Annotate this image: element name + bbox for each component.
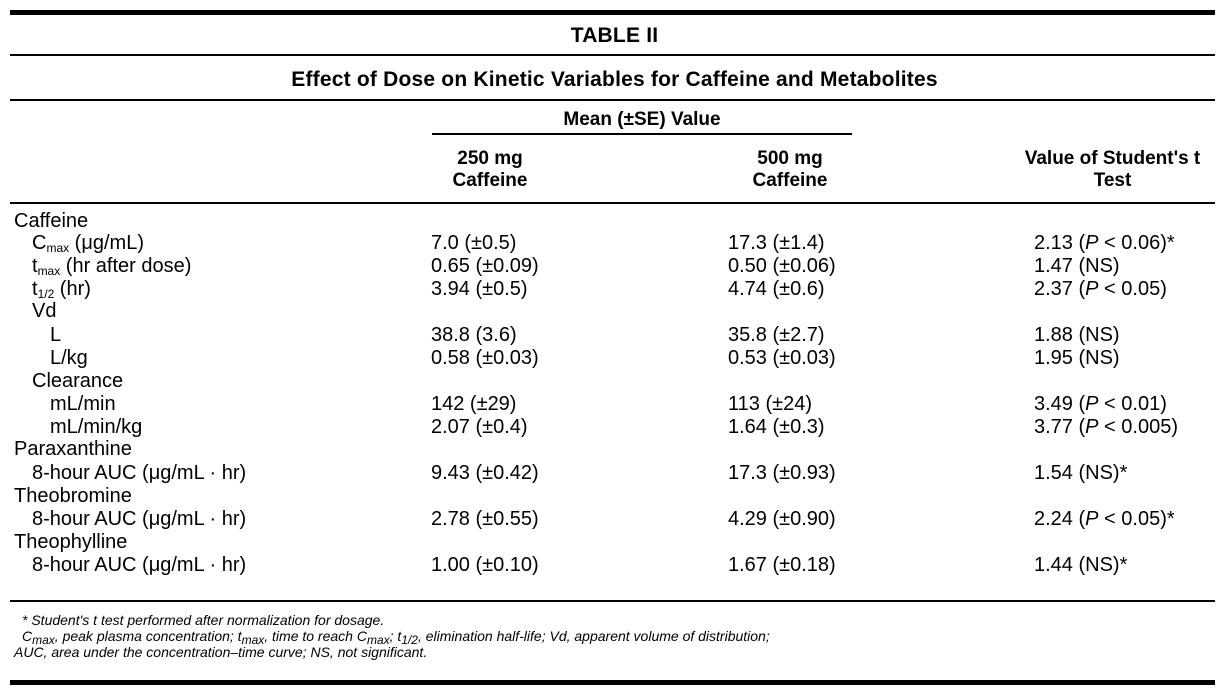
cell-250-theop-auc: 1.00 (±0.10)	[431, 554, 539, 576]
row-label-cl-mlminkg: mL/min/kg	[50, 416, 143, 438]
cell-test-cl-mlmin: 3.49 (P < 0.01)	[1034, 393, 1167, 415]
footnote-student-t: * Student's t test performed after norma…	[22, 612, 385, 628]
cell-500-cl-mlminkg: 1.64 (±0.3)	[728, 416, 825, 438]
cell-test-theob-auc: 2.24 (P < 0.05)*	[1034, 508, 1175, 530]
cell-test-thalf: 2.37 (P < 0.05)	[1034, 278, 1167, 300]
cell-250-theob-auc: 2.78 (±0.55)	[431, 508, 539, 530]
footnote-abbreviations-1: Cmax, peak plasma concentration; tmax, t…	[22, 628, 770, 647]
cell-250-thalf: 3.94 (±0.5)	[431, 278, 528, 300]
bottom-thick-rule	[10, 680, 1215, 685]
cell-test-vd-l: 1.88 (NS)	[1034, 324, 1120, 346]
cell-500-vd-lkg: 0.53 (±0.03)	[728, 347, 836, 369]
cell-test-theop-auc: 1.44 (NS)*	[1034, 554, 1128, 576]
cell-250-tmax: 0.65 (±0.09)	[431, 255, 539, 277]
cell-500-cl-mlmin: 113 (±24)	[728, 393, 812, 415]
cell-250-vd-lkg: 0.58 (±0.03)	[431, 347, 539, 369]
row-label-para-auc: 8-hour AUC (μg/mL · hr)	[32, 462, 247, 484]
cell-500-cmax: 17.3 (±1.4)	[728, 232, 825, 254]
group-header-underline	[432, 133, 852, 135]
row-label-theop-auc: 8-hour AUC (μg/mL · hr)	[32, 554, 247, 576]
rule-below-subtitle	[10, 99, 1215, 101]
row-label-thalf: t1/2 (hr)	[32, 278, 91, 301]
table-title: TABLE II	[570, 24, 659, 47]
cell-250-cmax: 7.0 (±0.5)	[431, 232, 517, 254]
cell-500-vd-l: 35.8 (±2.7)	[728, 324, 825, 346]
cell-250-cl-mlminkg: 2.07 (±0.4)	[431, 416, 528, 438]
row-label-vd-l: L	[50, 324, 62, 346]
cell-test-cmax: 2.13 (P < 0.06)*	[1034, 232, 1175, 254]
top-thick-rule	[10, 10, 1215, 15]
row-label-clearance: Clearance	[32, 370, 124, 392]
rule-above-footnotes	[10, 600, 1215, 602]
cell-500-theop-auc: 1.67 (±0.18)	[728, 554, 836, 576]
group-header-mean-se: Mean (±SE) Value	[563, 109, 721, 130]
footnote-abbreviations-2: AUC, area under the concentration–time c…	[14, 644, 428, 660]
row-label-theobromine: Theobromine	[14, 485, 132, 507]
row-label-cl-mlmin: mL/min	[50, 393, 116, 415]
cell-250-para-auc: 9.43 (±0.42)	[431, 462, 539, 484]
row-label-vd: Vd	[32, 300, 57, 322]
cell-test-cl-mlminkg: 3.77 (P < 0.005)	[1034, 416, 1179, 438]
col-header-250mg: 250 mg Caffeine	[452, 148, 528, 191]
rule-below-column-headers	[10, 202, 1215, 204]
row-label-theob-auc: 8-hour AUC (μg/mL · hr)	[32, 508, 247, 530]
cell-500-tmax: 0.50 (±0.06)	[728, 255, 836, 277]
cell-test-tmax: 1.47 (NS)	[1034, 255, 1120, 277]
cell-500-thalf: 4.74 (±0.6)	[728, 278, 825, 300]
row-label-tmax: tmax (hr after dose)	[32, 255, 192, 278]
cell-500-theob-auc: 4.29 (±0.90)	[728, 508, 836, 530]
row-label-cmax: Cmax (μg/mL)	[32, 232, 144, 255]
col-header-500mg: 500 mg Caffeine	[752, 148, 828, 191]
col-header-student-t: Value of Student's t Test	[1024, 148, 1201, 191]
cell-250-cl-mlmin: 142 (±29)	[431, 393, 517, 415]
cell-test-vd-lkg: 1.95 (NS)	[1034, 347, 1120, 369]
cell-250-vd-l: 38.8 (3.6)	[431, 324, 517, 346]
row-label-caffeine: Caffeine	[14, 210, 89, 232]
row-label-paraxanthine: Paraxanthine	[14, 438, 132, 460]
row-label-theophylline: Theophylline	[14, 531, 128, 553]
table-subtitle: Effect of Dose on Kinetic Variables for …	[291, 68, 938, 91]
rule-below-title	[10, 54, 1215, 56]
row-label-vd-lkg: L/kg	[50, 347, 88, 369]
cell-test-para-auc: 1.54 (NS)*	[1034, 462, 1128, 484]
cell-500-para-auc: 17.3 (±0.93)	[728, 462, 836, 484]
